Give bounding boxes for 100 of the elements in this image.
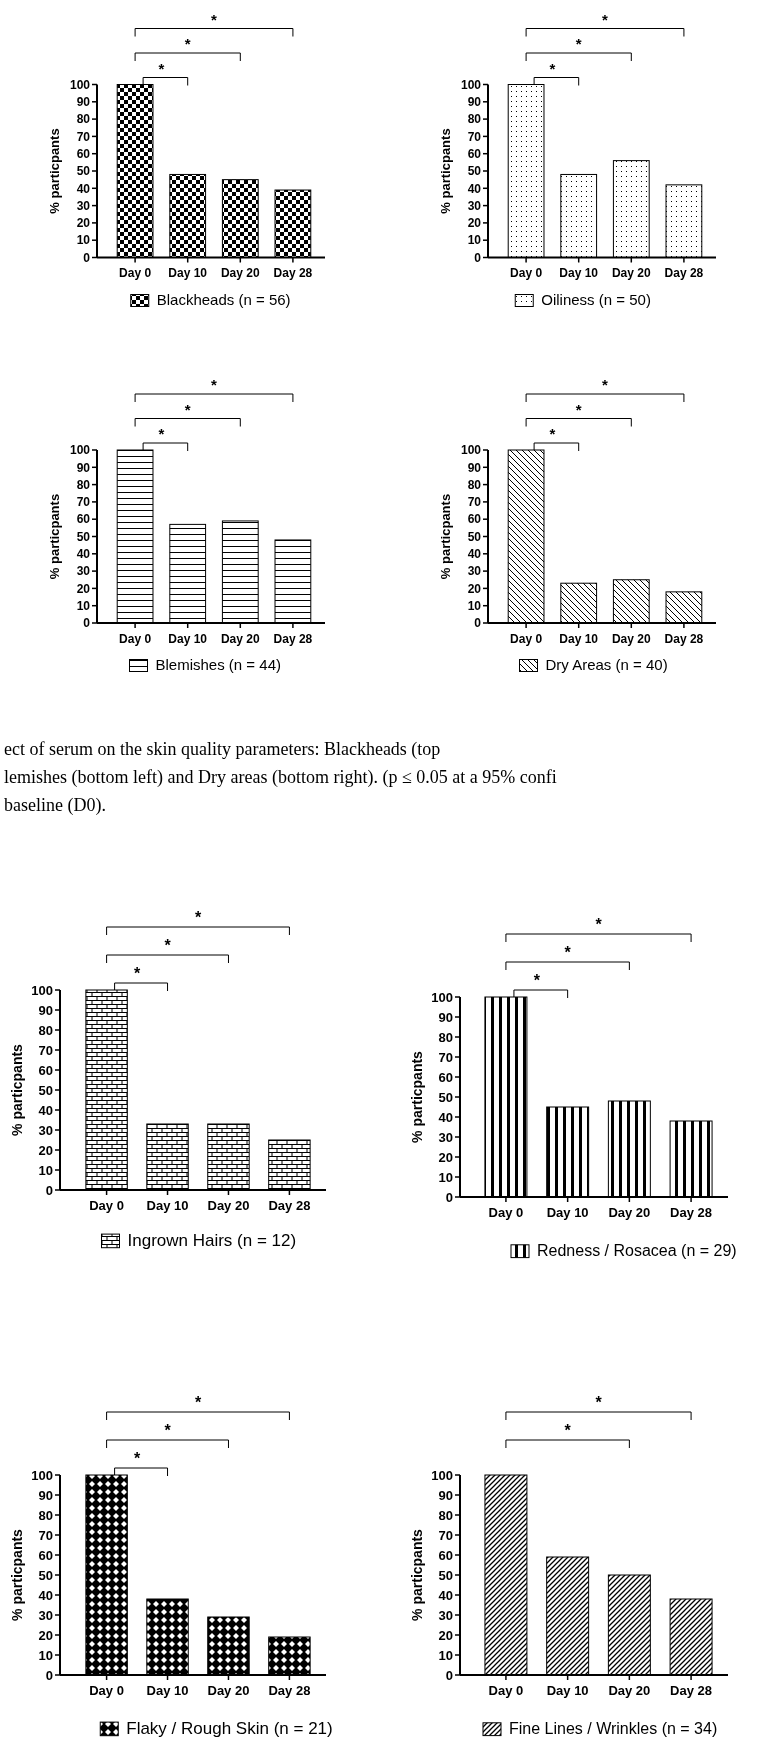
y-axis-title: % particpants (409, 1050, 425, 1143)
y-tick-label: 80 (467, 112, 482, 127)
y-tick-label: 30 (467, 564, 482, 579)
y-tick-label: 30 (38, 1607, 53, 1623)
y-tick-label: 0 (45, 1667, 53, 1683)
y-tick-label: 90 (76, 95, 91, 109)
y-tick-label: 20 (76, 216, 91, 231)
y-tick-label: 0 (83, 616, 91, 631)
y-tick-label: 10 (438, 1169, 453, 1185)
text: * (564, 944, 572, 961)
y-tick-label: 20 (467, 581, 482, 596)
x-tick-label: Day 10 (546, 1205, 589, 1221)
y-tick-label: 20 (38, 1627, 53, 1643)
y-tick-label: 80 (76, 477, 91, 492)
y-tick-label: 70 (38, 1042, 53, 1058)
x-tick-label: Day 20 (207, 1683, 250, 1699)
y-tick-label: 10 (76, 233, 91, 248)
y-tick-label: 50 (76, 529, 91, 544)
y-tick-label: 100 (69, 443, 91, 458)
y-tick-label: 80 (438, 1507, 453, 1523)
y-tick-label: 90 (76, 460, 91, 475)
text: * (194, 1394, 202, 1411)
y-tick-label: 80 (467, 477, 482, 492)
legend-label: Ingrown Hairs (n = 12) (127, 1231, 297, 1250)
y-tick-label: 20 (438, 1149, 453, 1165)
text: * (575, 35, 582, 52)
text: * (158, 425, 165, 442)
x-tick-label: Day 20 (608, 1683, 651, 1699)
x-tick-label: Day 28 (273, 631, 313, 646)
y-tick-label: 40 (438, 1109, 453, 1125)
y-tick-label: 70 (38, 1527, 53, 1543)
text: * (602, 376, 609, 393)
x-tick-label: Day 0 (510, 266, 543, 281)
text: * (549, 59, 556, 77)
x-tick-label: Day 0 (119, 631, 152, 646)
x-tick-label: Day 20 (611, 266, 651, 281)
y-tick-label: 0 (45, 1182, 53, 1198)
y-tick-label: 30 (76, 198, 91, 213)
text: * (211, 10, 218, 28)
text: ect of serum on the skin quality parameters: Blackheads (top (4, 739, 441, 760)
y-tick-label: 70 (467, 495, 482, 510)
y-tick-label: 60 (38, 1547, 53, 1563)
y-tick-label: 0 (445, 1189, 453, 1205)
y-tick-label: 100 (460, 443, 482, 458)
text: baseline (D0). (4, 795, 106, 816)
x-tick-label: Day 20 (611, 631, 651, 646)
legend-label: Redness / Rosacea (n = 29) (537, 1242, 737, 1259)
x-tick-label: Day 10 (168, 631, 208, 646)
text: * (211, 376, 218, 393)
y-tick-label: 40 (38, 1102, 53, 1118)
y-axis-title: % particpants (438, 493, 453, 580)
y-tick-label: 40 (438, 1587, 453, 1603)
y-tick-label: 40 (467, 547, 482, 561)
x-tick-label: Day 10 (146, 1198, 189, 1214)
y-tick-label: 40 (38, 1587, 53, 1603)
y-tick-label: 90 (38, 1002, 53, 1018)
text: * (602, 10, 609, 28)
y-tick-label: 100 (431, 1467, 453, 1483)
y-tick-label: 30 (438, 1607, 453, 1623)
x-tick-label: Day 20 (207, 1198, 250, 1214)
y-tick-label: 60 (76, 512, 91, 527)
y-tick-label: 70 (467, 129, 482, 144)
x-tick-label: Day 28 (273, 266, 313, 281)
y-tick-label: 70 (76, 495, 91, 510)
y-tick-label: 100 (31, 1467, 53, 1483)
y-tick-label: 50 (467, 164, 482, 179)
x-tick-label: Day 0 (89, 1198, 124, 1214)
x-tick-label: Day 28 (268, 1683, 311, 1699)
y-tick-label: 80 (438, 1029, 453, 1045)
legend-label: Oiliness (n = 50) (541, 291, 651, 308)
text: * (164, 1422, 172, 1439)
x-tick-label: Day 28 (664, 266, 704, 281)
y-tick-label: 0 (474, 616, 482, 631)
y-tick-label: 50 (467, 529, 482, 544)
legend-label: Blemishes (n = 44) (155, 656, 281, 673)
y-tick-label: 100 (431, 989, 453, 1005)
text: * (575, 400, 582, 418)
legend-label: Flaky / Rough Skin (n = 21) (126, 1719, 333, 1738)
y-tick-label: 70 (438, 1527, 453, 1543)
y-tick-label: 100 (31, 982, 53, 998)
y-tick-label: 20 (38, 1142, 53, 1158)
x-tick-label: Day 28 (670, 1205, 713, 1221)
y-tick-label: 20 (438, 1627, 453, 1643)
y-tick-label: 70 (76, 129, 91, 144)
y-tick-label: 40 (76, 547, 91, 561)
y-tick-label: 10 (38, 1162, 53, 1178)
text: * (133, 1450, 141, 1467)
y-tick-label: 10 (38, 1647, 53, 1663)
y-tick-label: 40 (76, 181, 91, 196)
y-tick-label: 60 (467, 512, 482, 527)
x-tick-label: Day 10 (559, 631, 599, 646)
y-tick-label: 50 (438, 1567, 453, 1583)
y-tick-label: 10 (467, 598, 482, 613)
text: * (184, 400, 191, 418)
text: * (194, 909, 202, 926)
y-tick-label: 60 (76, 146, 91, 161)
y-tick-label: 0 (445, 1667, 453, 1683)
y-tick-label: 30 (76, 564, 91, 579)
y-tick-label: 30 (38, 1122, 53, 1138)
x-tick-label: Day 0 (89, 1683, 124, 1699)
